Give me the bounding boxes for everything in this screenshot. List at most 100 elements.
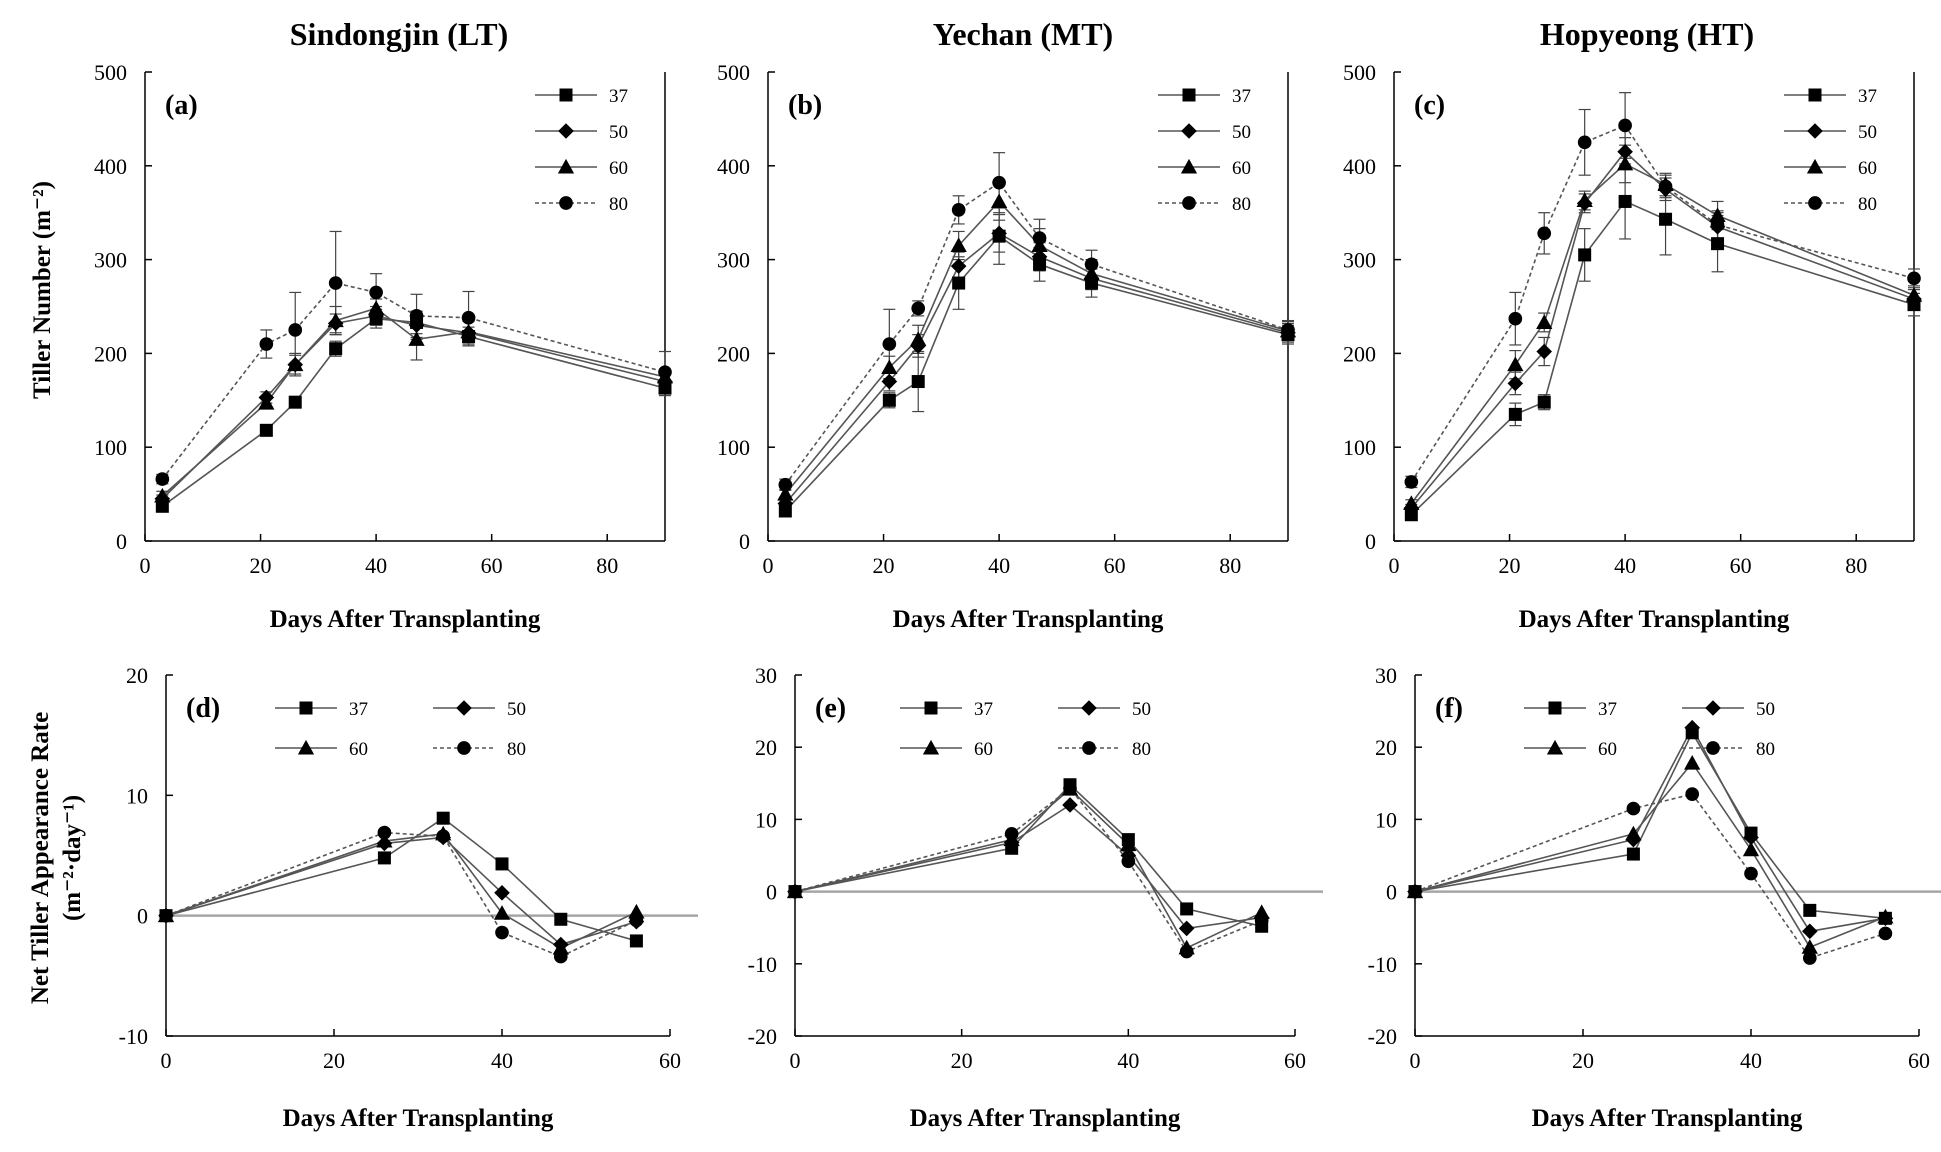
x-tick-label-c: 0 (1389, 553, 1400, 578)
data-point-50-b (950, 258, 967, 274)
y-tick-label-c: 500 (1343, 60, 1376, 85)
data-point-60-b (990, 193, 1008, 208)
data-point-60-a (408, 331, 425, 346)
panel-label-d: (d) (186, 693, 220, 724)
data-point-37-f (1803, 903, 1817, 917)
data-point-37-b (952, 276, 966, 290)
legend-marker-37-d (299, 701, 313, 715)
data-point-80-f (1626, 801, 1641, 816)
data-point-50-b (991, 225, 1007, 242)
legend-marker-37-b (1182, 88, 1196, 102)
series-line-60-f (1414, 761, 1886, 949)
x-tick-label-b: 20 (873, 553, 895, 578)
data-point-60-f (1684, 754, 1701, 770)
data-point-80-b (778, 477, 793, 492)
y-tick-label-a: 500 (94, 60, 127, 85)
column-title-yechan: Yechan (MT) (933, 16, 1113, 52)
data-point-80-c (1618, 118, 1632, 133)
data-point-80-d (553, 949, 568, 964)
legend-marker-37-c (1808, 88, 1822, 102)
x-tick-label-c: 20 (1499, 553, 1521, 578)
y-tick-label-c: 100 (1343, 435, 1376, 460)
x-tick-label-e: 60 (1284, 1048, 1306, 1073)
data-point-80-e (1254, 913, 1269, 928)
y-tick-label-e: -20 (748, 1024, 777, 1049)
chart-panel-a: 0 100 200 300 400 500 0 20 40 60 80 (a) 37 50 60 80 (94, 60, 674, 578)
x-tick-label-e: 40 (1117, 1048, 1139, 1073)
chart-panel-e: -20 -10 0 10 20 30 0 20 40 60 (e) 37 50 60 80 (748, 663, 1323, 1073)
data-point-37-d (629, 934, 643, 948)
data-point-37-c (1537, 395, 1551, 409)
y-tick-label-e: 10 (755, 807, 777, 832)
legend-marker-50-b (1181, 123, 1197, 139)
legend-a: 37 50 60 80 (535, 86, 628, 215)
panel-label-a: (a) (165, 90, 198, 121)
series-line-37-b (784, 235, 1289, 512)
y-tick-label-c: 300 (1343, 248, 1376, 273)
data-point-60-c (1576, 192, 1593, 208)
series-line-60-b (784, 200, 1289, 495)
series-line-37-e (794, 783, 1262, 928)
data-point-50-c (1507, 375, 1524, 392)
legend-marker-50-e (1081, 700, 1097, 716)
legend-marker-80-a (559, 196, 573, 210)
series-line-80-f (1414, 793, 1886, 959)
legend-label-60-b: 60 (1232, 158, 1251, 179)
data-point-50-d (494, 885, 510, 901)
data-point-37-f (1626, 847, 1640, 861)
data-point-37-d (377, 851, 391, 865)
data-point-37-c (1659, 212, 1673, 226)
x-tick-label-f: 0 (1410, 1048, 1421, 1073)
x-tick-label-e: 0 (790, 1048, 801, 1073)
x-tick-label-f: 60 (1908, 1048, 1930, 1073)
data-point-80-b (911, 301, 926, 316)
legend-marker-50-f (1705, 700, 1721, 716)
data-point-80-b (1032, 231, 1047, 245)
data-point-80-d (436, 829, 451, 844)
y-tick-label-a: 300 (94, 248, 127, 273)
series-line-37-d (165, 817, 637, 942)
data-point-60-d (376, 832, 393, 848)
data-point-50-f (1743, 829, 1759, 846)
legend-label-37-b: 37 (1232, 86, 1251, 107)
legend-c: 37 50 60 80 (1784, 86, 1877, 215)
x-tick-label-a: 20 (250, 553, 272, 578)
data-point-80-d (495, 925, 509, 940)
data-point-50-c (1617, 143, 1633, 160)
data-point-60-c (1616, 155, 1634, 171)
legend-marker-37-e (924, 701, 938, 715)
legend-marker-80-f (1706, 741, 1720, 755)
panel-label-f: (f) (1435, 693, 1463, 724)
data-point-37-d (554, 912, 568, 926)
chart-panel-d: -10 0 10 20 0 20 40 60 (d) 37 50 60 80 (119, 663, 698, 1073)
series-line-50-f (1414, 725, 1886, 933)
data-point-60-d (552, 940, 569, 955)
data-point-80-a (409, 309, 424, 323)
data-point-80-e (1179, 944, 1194, 959)
legend-marker-60-f (1546, 739, 1564, 755)
data-point-60-a (327, 312, 344, 328)
series-line-50-c (1410, 150, 1915, 509)
x-tick-label-b: 80 (1219, 553, 1241, 578)
legend-marker-37-a (559, 88, 573, 102)
x-tick-label-a: 60 (481, 553, 503, 578)
data-point-80-a (369, 285, 383, 300)
data-point-37-c (1578, 248, 1592, 262)
y-tick-label-b: 0 (739, 529, 750, 554)
legend-label-50-f: 50 (1756, 699, 1775, 720)
series-line-80-c (1410, 124, 1915, 483)
data-point-60-f (1801, 939, 1818, 954)
bottom-y-axis-label-line1: Net Tiller Appearance Rate (27, 712, 54, 1004)
data-point-60-e (1120, 836, 1137, 852)
data-point-37-d (495, 857, 509, 871)
legend-marker-50-c (1807, 123, 1823, 139)
series-line-37-a (161, 317, 666, 507)
legend-marker-80-e (1082, 741, 1096, 755)
bottom-y-axis-label-line2: (m⁻²·day⁻¹) (59, 795, 86, 921)
data-point-80-f (1802, 951, 1817, 965)
legend-marker-80-d (457, 741, 471, 755)
data-point-50-a (408, 317, 425, 334)
legend-label-80-d: 80 (507, 739, 526, 760)
data-point-60-a (460, 323, 477, 339)
